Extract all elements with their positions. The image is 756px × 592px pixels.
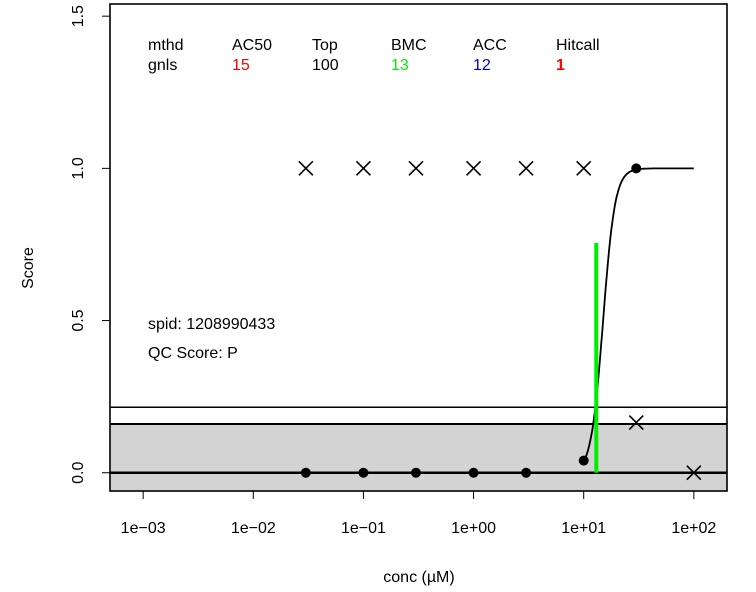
cross-point-6 [628,414,644,431]
cutoff-band [110,424,727,491]
filled-point-6 [631,163,642,174]
table-value-bmc: 13 [391,57,409,74]
filled-point-5 [578,455,589,466]
x-tick-label-5: 1e+02 [671,520,716,537]
table-value-ac50: 15 [232,57,250,74]
annotation-layer: mthd AC50 Top BMC ACC Hitcall gnls 15 100 13 12 1 sp… [148,37,600,362]
qc-score-label: QC Score: P [148,345,238,362]
y-tick-label-3: 1.5 [70,5,87,27]
x-tick-label-3: 1e+00 [451,520,496,537]
y-tick-label-2: 1.0 [70,157,87,179]
fit-curve [582,167,694,462]
table-header-bmc: BMC [391,37,427,54]
filled-point-2 [410,467,421,478]
table-value-acc: 12 [473,57,491,74]
table-header-mthd: mthd [148,37,184,54]
table-value-top: 100 [312,57,339,74]
filled-point-1 [358,467,369,478]
x-axis-title: conc (µM) [383,569,454,586]
table-value-hitcall: 1 [556,57,565,74]
y-tick-label-1: 0.5 [70,309,87,331]
cross-point-5 [576,160,592,176]
filled-point-0 [300,467,311,478]
x-tick-label-2: 1e−01 [341,520,386,537]
axes: 1e−03 1e−02 1e−01 1e+00 1e+01 1e+02 0.0 0.5 1.0 1… [70,3,728,537]
plot-area [110,160,727,491]
table-header-top: Top [312,37,338,54]
x-tick-label-4: 1e+01 [561,520,606,537]
spid-label: spid: 1208990433 [148,316,275,333]
y-tick-label-0: 0.0 [70,462,87,484]
cross-point-1 [355,160,371,176]
cross-point-7 [686,465,702,481]
table-header-ac50: AC50 [232,37,272,54]
table-header-acc: ACC [473,37,507,54]
filled-point-4 [521,467,532,478]
cross-point-3 [466,160,482,176]
cross-point-0 [298,160,314,176]
x-tick-label-0: 1e−03 [121,520,166,537]
y-axis-title: Score [20,247,37,289]
filled-point-3 [468,467,479,478]
plot-border [109,3,728,492]
table-value-mthd: gnls [148,57,177,74]
x-tick-label-1: 1e−02 [231,520,276,537]
table-header-hitcall: Hitcall [556,37,600,54]
cross-point-4 [518,160,534,176]
cross-point-2 [408,160,424,176]
